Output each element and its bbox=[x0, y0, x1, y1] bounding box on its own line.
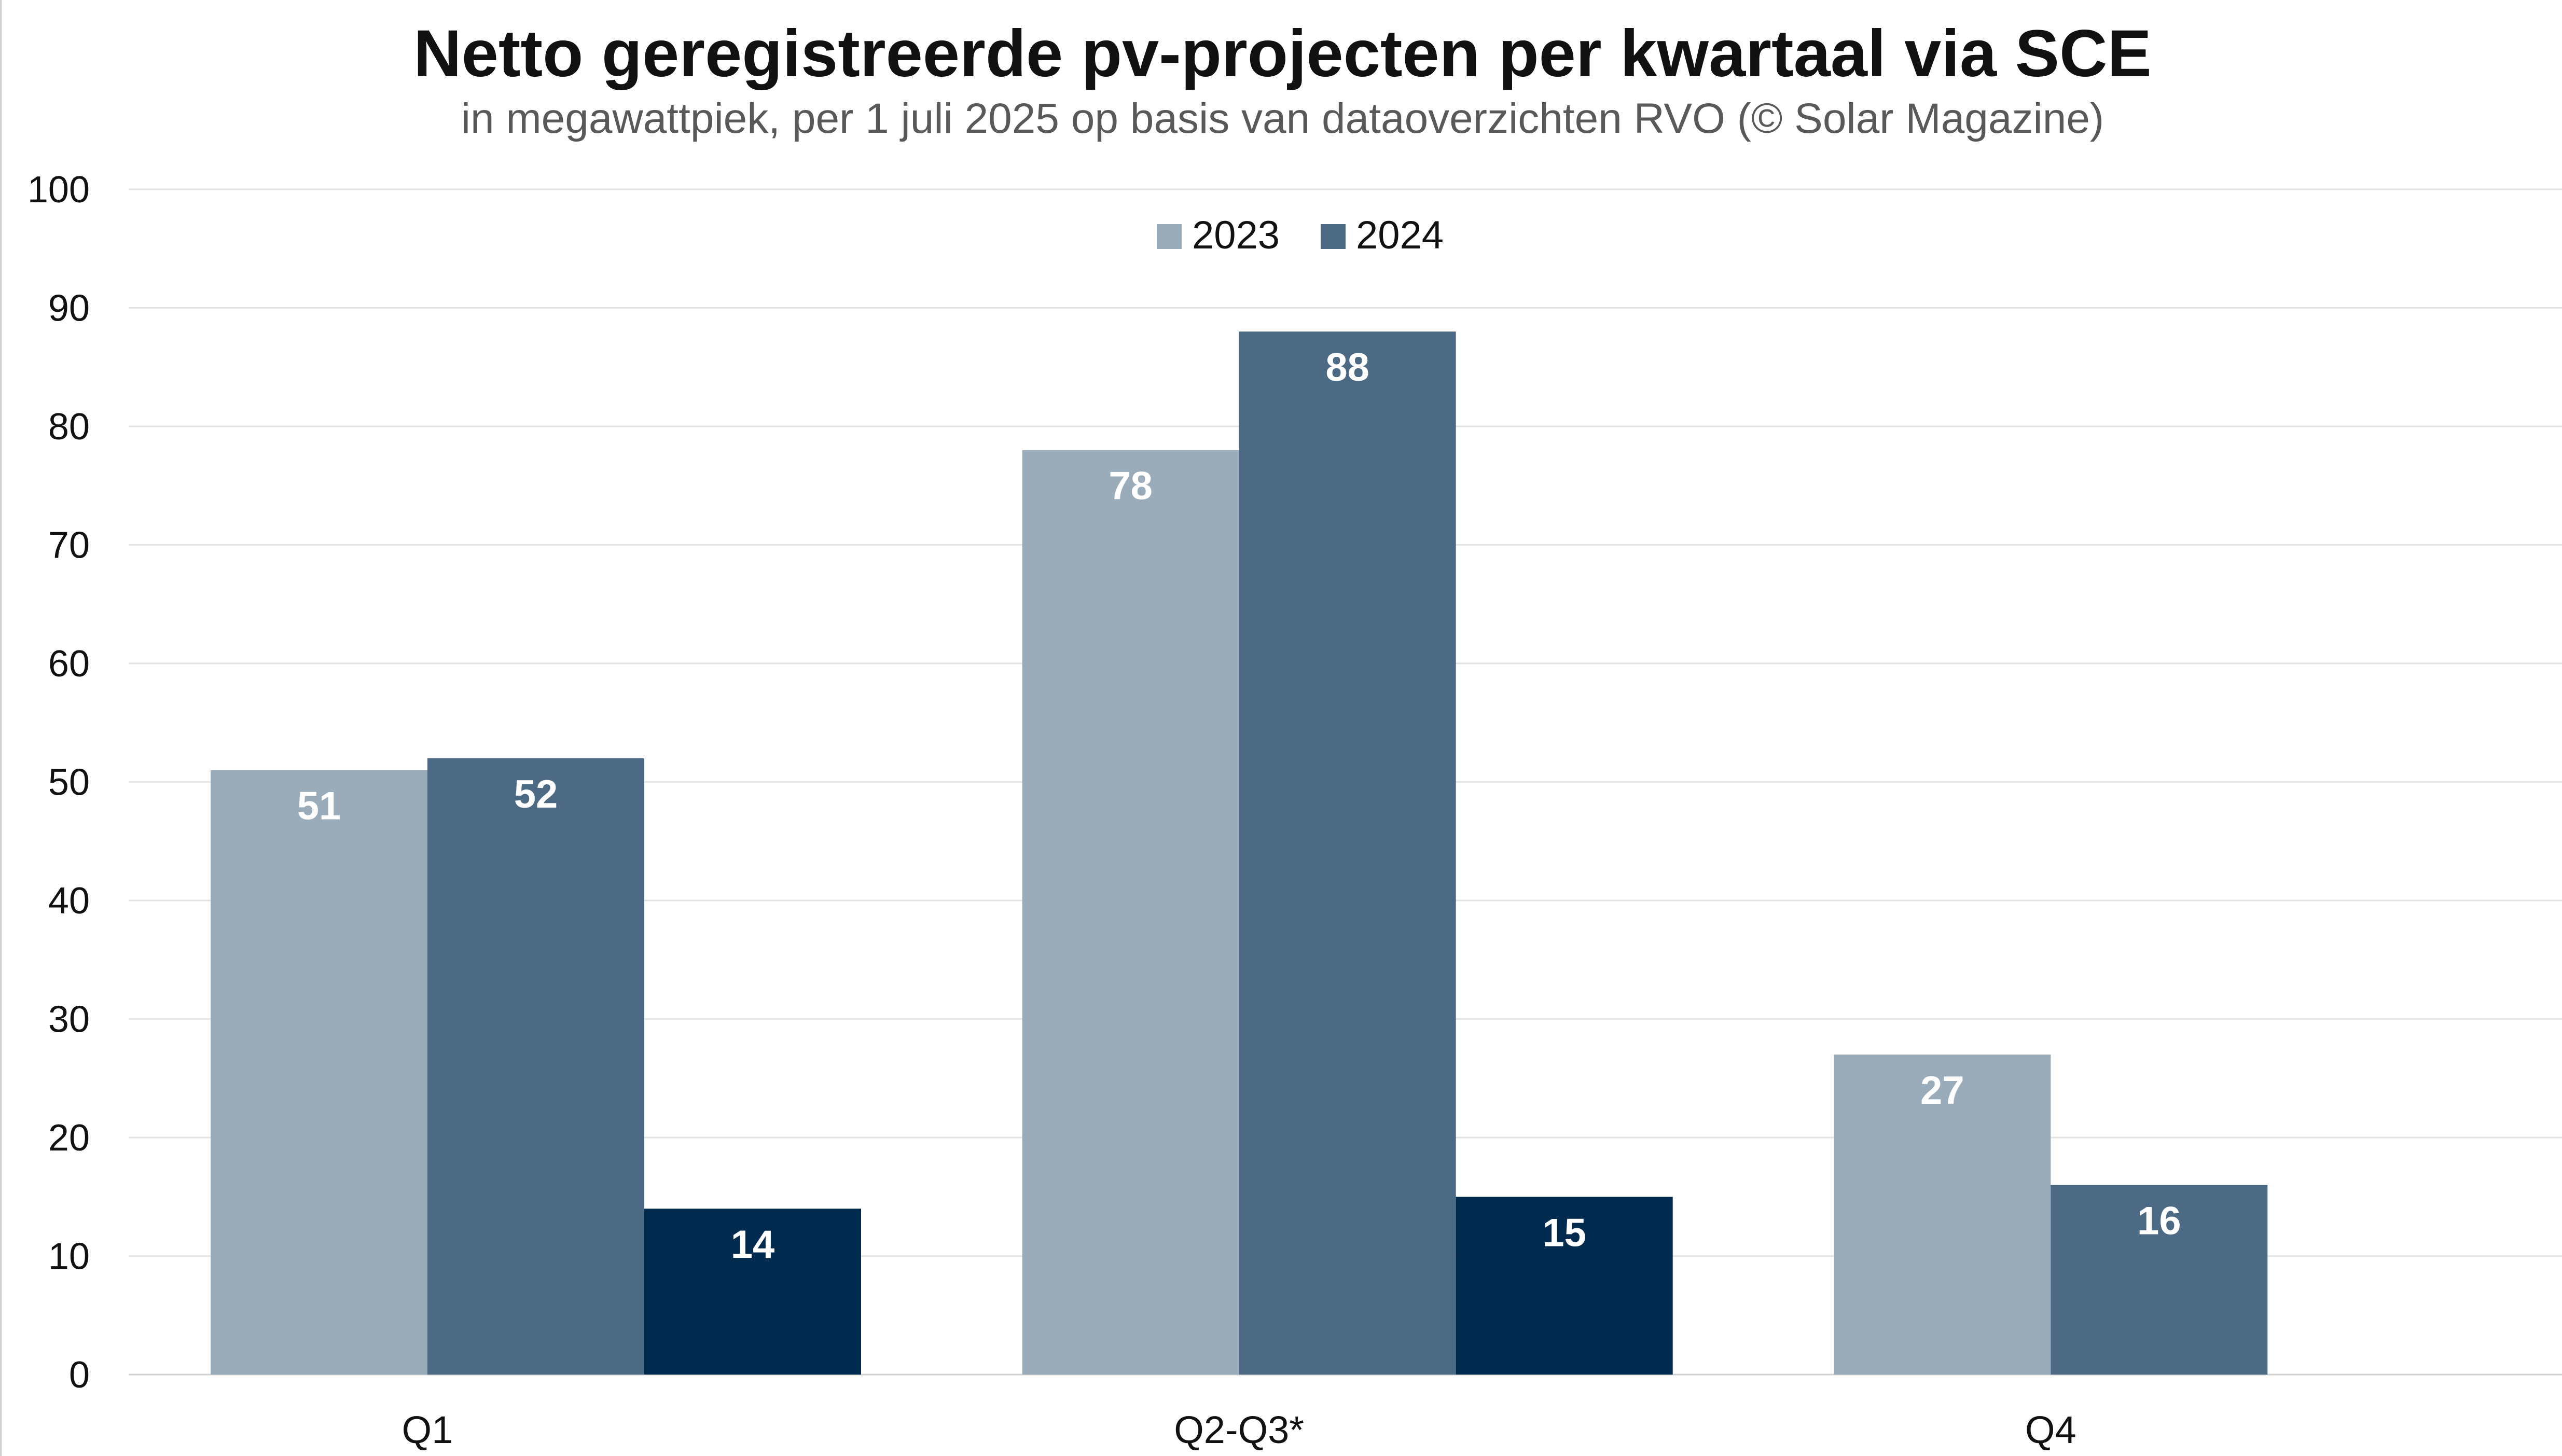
y-tick-label: 70 bbox=[48, 525, 90, 566]
data-label: 51 bbox=[297, 784, 341, 828]
bar bbox=[211, 770, 427, 1375]
legend-label: 2024 bbox=[1356, 213, 1444, 257]
legend-swatch bbox=[1321, 224, 1346, 249]
data-label: 78 bbox=[1109, 464, 1153, 508]
bar bbox=[427, 758, 644, 1375]
y-tick-label: 0 bbox=[69, 1354, 90, 1396]
bar bbox=[1239, 331, 1456, 1375]
x-tick-label: Q4 bbox=[2025, 1408, 2076, 1451]
y-tick-label: 50 bbox=[48, 762, 90, 803]
y-tick-label: 60 bbox=[48, 643, 90, 685]
data-label: 14 bbox=[731, 1223, 775, 1267]
bar bbox=[1456, 1197, 1673, 1375]
data-label: 52 bbox=[514, 772, 558, 816]
legend-label: 2023 bbox=[1192, 213, 1280, 257]
x-tick-label: Q2-Q3* bbox=[1174, 1408, 1304, 1451]
y-tick-label: 100 bbox=[27, 169, 90, 211]
bar bbox=[2051, 1185, 2268, 1375]
y-tick-label: 90 bbox=[48, 288, 90, 329]
bar bbox=[1022, 450, 1239, 1375]
y-tick-label: 40 bbox=[48, 880, 90, 922]
chart-title: Netto geregistreerde pv-projecten per kw… bbox=[413, 17, 2152, 91]
y-tick-label: 30 bbox=[48, 999, 90, 1041]
data-label: 15 bbox=[1542, 1211, 1586, 1255]
y-tick-label: 80 bbox=[48, 406, 90, 448]
y-tick-label: 10 bbox=[48, 1236, 90, 1278]
bar bbox=[1834, 1055, 2051, 1375]
data-label: 16 bbox=[2137, 1199, 2181, 1243]
data-label: 27 bbox=[1920, 1069, 1964, 1113]
chart-subtitle: in megawattpiek, per 1 juli 2025 op basi… bbox=[461, 95, 2104, 142]
x-tick-label: Q1 bbox=[402, 1408, 453, 1451]
y-tick-label: 20 bbox=[48, 1117, 90, 1159]
bar bbox=[644, 1209, 861, 1375]
legend-swatch bbox=[1157, 224, 1182, 249]
data-label: 88 bbox=[1325, 345, 1369, 390]
